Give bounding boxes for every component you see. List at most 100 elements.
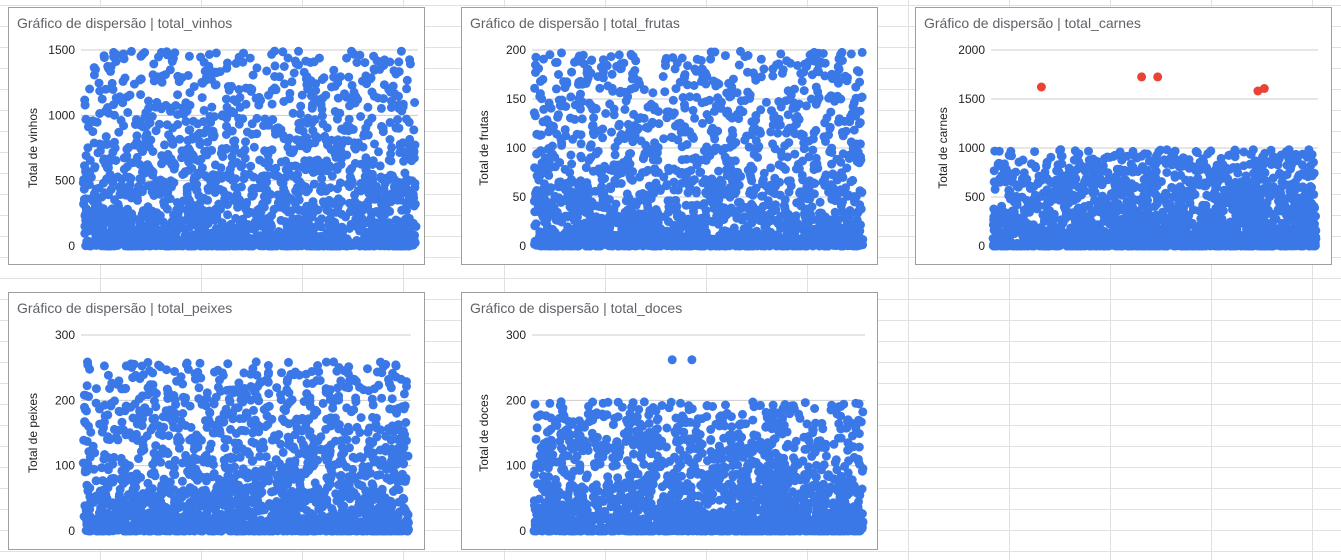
data-point: [372, 225, 382, 235]
chart-title: Gráfico de dispersão | total_carnes: [924, 15, 1141, 31]
chart-card-vinhos[interactable]: Gráfico de dispersão | total_vinhos 0 500…: [8, 7, 425, 265]
data-point: [181, 224, 191, 234]
data-point: [326, 145, 336, 154]
data-point: [230, 142, 240, 152]
data-point: [553, 215, 563, 225]
data-point: [290, 221, 300, 231]
data-point: [335, 108, 345, 118]
data-point: [830, 207, 840, 217]
data-point: [130, 120, 140, 129]
data-point: [222, 102, 232, 112]
data-point: [122, 151, 132, 161]
data-point: [653, 107, 663, 116]
data-point: [256, 213, 266, 223]
data-point: [347, 80, 357, 90]
data-point: [169, 224, 179, 234]
data-point: [193, 119, 202, 129]
data-point: [329, 72, 339, 82]
data-point: [680, 100, 689, 110]
data-point: [628, 167, 638, 176]
data-point: [668, 241, 678, 251]
data-point: [319, 198, 329, 208]
data-point: [345, 122, 355, 132]
data-point: [722, 88, 732, 98]
data-point: [715, 231, 724, 240]
data-point: [314, 53, 324, 63]
data-point: [772, 60, 782, 70]
y-tick-label: 100: [506, 141, 526, 155]
data-point: [385, 118, 395, 127]
data-point: [757, 191, 767, 201]
chart-card-carnes[interactable]: Gráfico de dispersão | total_carnes 0 500…: [915, 7, 1332, 265]
data-point: [365, 74, 375, 84]
data-point: [791, 164, 801, 174]
data-point: [766, 163, 776, 173]
data-point: [405, 55, 415, 65]
data-point: [356, 112, 366, 121]
data-point: [98, 223, 108, 233]
data-point: [399, 156, 409, 166]
data-point: [188, 134, 197, 144]
data-point: [294, 46, 303, 56]
chart-card-frutas[interactable]: Gráfico de dispersão | total_frutas 0 50 1…: [461, 7, 878, 265]
data-point: [790, 234, 800, 244]
data-point: [91, 184, 101, 194]
data-point: [851, 192, 861, 202]
data-point: [777, 68, 787, 78]
data-point: [587, 197, 597, 207]
data-point: [545, 163, 555, 173]
data-point: [162, 204, 172, 214]
data-point: [800, 143, 810, 153]
data-point: [103, 103, 113, 112]
data-point: [819, 132, 829, 142]
data-point: [286, 194, 296, 204]
data-point: [701, 227, 711, 237]
data-point: [571, 205, 581, 215]
data-point: [544, 98, 554, 108]
data-point: [239, 48, 248, 58]
data-point: [540, 153, 550, 163]
data-point: [740, 52, 750, 62]
data-point: [364, 181, 373, 191]
data-point: [788, 103, 798, 113]
data-point: [855, 200, 865, 210]
data-point: [587, 55, 597, 65]
data-point: [560, 125, 570, 135]
data-point: [304, 211, 313, 221]
data-point: [409, 235, 419, 245]
data-point: [751, 183, 761, 193]
data-point: [142, 121, 152, 131]
data-point: [716, 181, 726, 191]
data-point: [796, 69, 806, 78]
data-point: [297, 118, 307, 128]
data-point: [317, 174, 327, 184]
data-point: [583, 181, 592, 191]
data-point: [105, 169, 115, 179]
data-point: [761, 230, 771, 240]
data-point: [735, 105, 745, 115]
data-point: [259, 202, 269, 212]
data-point: [567, 159, 577, 169]
data-point: [409, 146, 419, 156]
data-point: [370, 139, 379, 149]
data-point: [609, 160, 619, 170]
data-point: [118, 76, 128, 86]
data-point: [194, 229, 204, 239]
data-point: [203, 195, 213, 205]
data-point: [307, 118, 317, 128]
data-point: [614, 212, 624, 222]
data-point: [783, 176, 793, 186]
data-point: [804, 238, 814, 248]
data-point: [301, 182, 311, 192]
data-point: [106, 84, 116, 93]
data-point: [111, 215, 121, 225]
data-point: [347, 46, 356, 56]
data-point: [359, 131, 369, 141]
data-point: [604, 241, 614, 251]
data-point: [347, 164, 356, 173]
data-point: [614, 50, 624, 60]
data-point: [89, 70, 99, 80]
data-point: [734, 180, 744, 190]
data-point: [552, 240, 562, 250]
data-point: [827, 74, 837, 84]
